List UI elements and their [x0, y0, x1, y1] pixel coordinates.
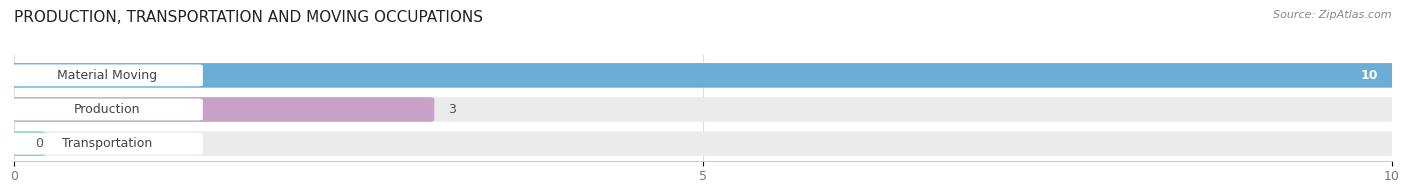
Text: Material Moving: Material Moving [58, 69, 157, 82]
Text: Source: ZipAtlas.com: Source: ZipAtlas.com [1274, 10, 1392, 20]
FancyBboxPatch shape [11, 64, 202, 86]
Text: Production: Production [75, 103, 141, 116]
Text: 0: 0 [35, 137, 42, 150]
FancyBboxPatch shape [7, 131, 1399, 156]
FancyBboxPatch shape [7, 97, 1399, 122]
FancyBboxPatch shape [7, 63, 1399, 88]
FancyBboxPatch shape [11, 99, 202, 120]
Text: 3: 3 [449, 103, 456, 116]
FancyBboxPatch shape [7, 131, 46, 156]
Text: PRODUCTION, TRANSPORTATION AND MOVING OCCUPATIONS: PRODUCTION, TRANSPORTATION AND MOVING OC… [14, 10, 484, 25]
Text: Transportation: Transportation [62, 137, 152, 150]
FancyBboxPatch shape [7, 63, 1399, 88]
FancyBboxPatch shape [7, 97, 434, 122]
Text: 10: 10 [1361, 69, 1378, 82]
FancyBboxPatch shape [11, 133, 202, 155]
